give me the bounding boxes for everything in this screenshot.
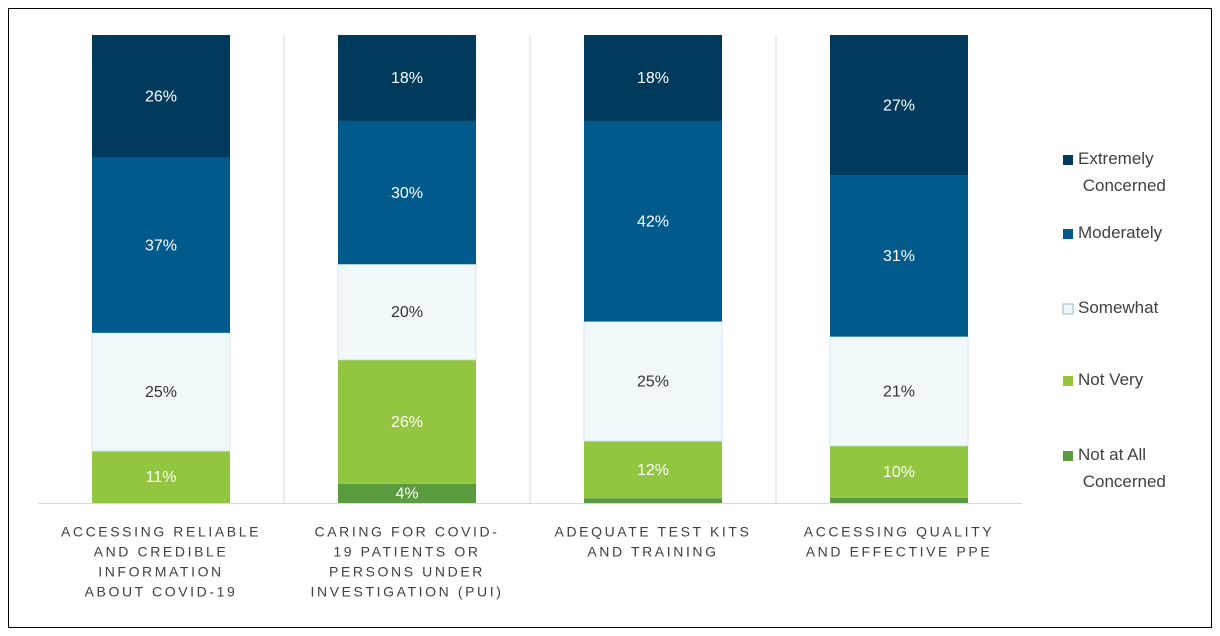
data-label: 4%	[395, 486, 418, 503]
legend-swatch	[1063, 229, 1073, 239]
data-label: 20%	[391, 304, 423, 321]
legend-swatch	[1062, 303, 1074, 315]
data-label: 10%	[883, 464, 915, 481]
bar-segment	[338, 359, 476, 484]
bar-segment	[830, 445, 968, 498]
data-label: 42%	[637, 213, 669, 230]
bar-segment	[584, 498, 722, 503]
bar-segment	[830, 497, 968, 503]
x-tick-label: CARING FOR COVID-	[315, 524, 500, 540]
data-label: 21%	[883, 383, 915, 400]
bar-segment	[583, 321, 723, 442]
x-tick-label: AND CREDIBLE	[94, 544, 229, 560]
bar-segment	[92, 35, 230, 158]
bar-segment	[338, 120, 476, 265]
data-label: 31%	[883, 248, 915, 265]
bar-segment	[92, 157, 230, 333]
legend-label: Moderately	[1078, 223, 1163, 242]
x-tick-label: PERSONS UNDER	[329, 564, 485, 580]
bar-segment	[584, 120, 722, 322]
bar-segment	[829, 336, 969, 447]
bar-segment	[584, 35, 722, 121]
x-tick-label: 19 PATIENTS OR	[333, 544, 480, 560]
bar-segment	[584, 440, 722, 499]
x-tick-label: ACCESSING RELIABLE	[61, 524, 261, 540]
data-label: 30%	[391, 185, 423, 202]
legend-label: Not at All Concerned	[1078, 445, 1166, 491]
data-label: 12%	[637, 462, 669, 479]
data-label: 27%	[883, 97, 915, 114]
bar-segment	[830, 175, 968, 337]
legend-swatch	[1063, 155, 1073, 165]
legend-swatch	[1063, 376, 1073, 386]
data-label: 18%	[391, 70, 423, 87]
bar-segment	[338, 35, 476, 121]
x-tick-label: INVESTIGATION (PUI)	[310, 584, 503, 600]
x-tick-label: ADEQUATE TEST KITS	[555, 524, 752, 540]
data-label: 25%	[145, 384, 177, 401]
legend-swatch	[1063, 451, 1073, 461]
bar-segment	[830, 35, 968, 176]
x-tick-label: AND TRAINING	[587, 544, 718, 560]
x-tick-label: ACCESSING QUALITY	[804, 524, 994, 540]
bar-segment	[91, 332, 231, 452]
x-tick-label: ABOUT COVID-19	[85, 584, 238, 600]
data-label: 26%	[145, 89, 177, 106]
x-tick-label: INFORMATION	[98, 564, 224, 580]
data-label: 18%	[637, 70, 669, 87]
x-tick-label: AND EFFECTIVE PPE	[806, 544, 993, 560]
data-label: 25%	[637, 373, 669, 390]
bar-segment	[337, 263, 477, 361]
bar-segment	[338, 483, 476, 503]
data-label: 37%	[145, 238, 177, 255]
data-label: 11%	[146, 469, 177, 486]
legend-label: Somewhat	[1078, 298, 1159, 317]
legend-label: Not Very	[1078, 370, 1144, 389]
bar-segment	[92, 451, 230, 503]
data-label: 26%	[391, 414, 423, 431]
legend-label: Extremely Concerned	[1078, 149, 1166, 195]
